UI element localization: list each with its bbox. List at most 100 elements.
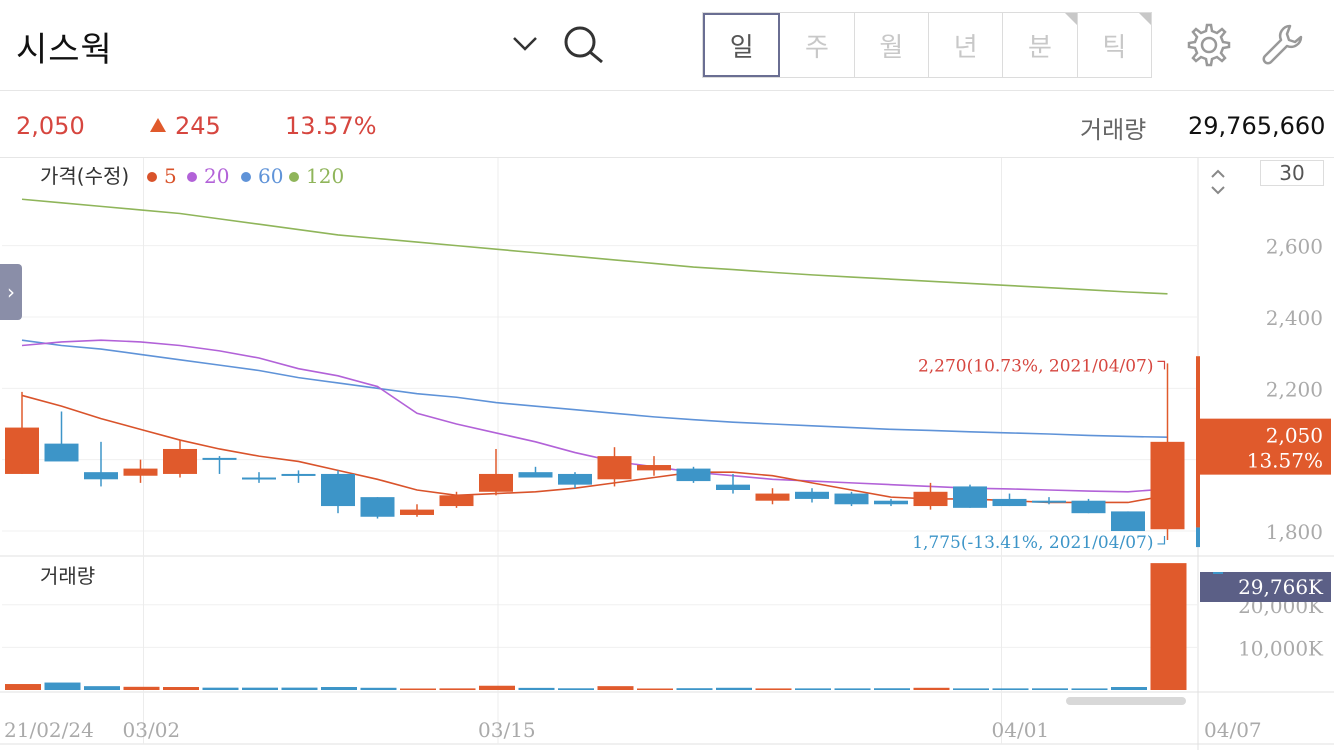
volume-bar [242, 687, 278, 690]
tab-label: 틱 [1102, 32, 1127, 63]
volume-bar [637, 688, 673, 690]
current-volume-label: 29,766K [1238, 575, 1324, 599]
x-tick-label: 04/01 [992, 718, 1050, 742]
candle [834, 491, 869, 507]
candle [1111, 511, 1145, 532]
legend-label: 120 [306, 164, 344, 188]
tab-label: 주 [805, 32, 829, 63]
corner-marker-icon [1138, 13, 1151, 25]
volume-bar [834, 688, 871, 690]
candle-body [913, 491, 948, 507]
tab-year[interactable]: 년 [929, 13, 1004, 77]
candle-body [321, 473, 355, 507]
search-icon[interactable] [560, 22, 606, 68]
volume-bar [1150, 563, 1187, 690]
candle [992, 493, 1027, 507]
tab-week[interactable]: 주 [780, 13, 855, 77]
legend-dot [187, 172, 197, 182]
volume-panel-label: 거래량 [40, 564, 95, 588]
volume-bar [716, 687, 752, 690]
divider [0, 157, 1334, 158]
volume-bar [439, 688, 476, 690]
candle [242, 472, 276, 483]
candle [874, 498, 908, 507]
tab-month[interactable]: 월 [855, 13, 929, 77]
volume-bar [479, 685, 515, 690]
candle-body [439, 495, 474, 507]
gear-icon[interactable] [1186, 22, 1232, 68]
volume-bar [400, 688, 436, 690]
candle [5, 391, 39, 474]
current-price-label: 2,050 [1266, 424, 1323, 448]
wrench-icon[interactable] [1260, 22, 1306, 68]
candle [202, 456, 237, 474]
candle [1071, 498, 1106, 514]
tab-label: 월 [879, 32, 904, 63]
candle-body [558, 473, 592, 485]
volume-bar [913, 687, 950, 690]
y-tick-label: 1,800 [1266, 520, 1323, 544]
candle-body [874, 500, 908, 505]
volume-bar [163, 687, 199, 690]
candle-body [795, 491, 829, 499]
chevron-right-icon: › [7, 280, 15, 304]
price-legend: 가격(수정) [40, 164, 129, 188]
candle-body [123, 468, 158, 476]
volume-bar [360, 687, 397, 690]
volume-bar [953, 688, 989, 690]
volume-bar [755, 688, 792, 690]
volume-bar [676, 688, 713, 690]
tab-day[interactable]: 일 [703, 13, 781, 77]
candle-body [518, 472, 553, 478]
x-tick-label: 03/15 [478, 718, 536, 742]
candle [479, 448, 513, 496]
candle-body [597, 456, 632, 480]
tab-tick[interactable]: 틱 [1078, 13, 1151, 77]
candle [558, 472, 592, 489]
current-price: 2,050 [16, 112, 85, 140]
candle [755, 488, 790, 505]
candle [518, 466, 553, 478]
side-panel-toggle[interactable]: › [0, 264, 22, 320]
volume-label: 거래량 [1080, 116, 1147, 144]
candle-body [1111, 511, 1145, 532]
tab-label: 분 [1028, 32, 1052, 63]
volume-tick-label: 10,000K [1238, 636, 1324, 660]
axis-range-bar-up [1196, 356, 1200, 528]
candle-count-box[interactable]: 30 [1260, 160, 1324, 186]
price-chart[interactable]: 2,6002,4002,2001,80020,000K10,000K21/02/… [0, 158, 1334, 750]
volume-bar [123, 686, 160, 690]
candle-body [992, 498, 1027, 507]
candle [676, 466, 711, 483]
tab-minute[interactable]: 분 [1003, 13, 1078, 77]
candle [84, 441, 118, 487]
candle-body [637, 465, 671, 471]
candle [400, 504, 434, 517]
high-arrow-icon [1157, 360, 1166, 370]
y-tick-label: 2,400 [1266, 306, 1323, 330]
ma60-line [21, 339, 1168, 438]
candle [163, 440, 197, 478]
volume-bar [992, 688, 1029, 690]
candle-body [84, 472, 118, 480]
candle [1150, 363, 1185, 540]
candle-body [716, 484, 750, 490]
current-rate-label: 13.57% [1247, 449, 1323, 473]
volume-bar [795, 688, 831, 690]
candle [321, 470, 355, 514]
ma120-line [21, 198, 1168, 295]
expand-collapse-icon[interactable] [1206, 168, 1230, 196]
legend-label: 60 [258, 164, 283, 188]
y-tick-label: 2,600 [1266, 235, 1323, 259]
stock-title[interactable]: 시스웍 [16, 30, 113, 70]
candle [281, 470, 316, 483]
chevron-down-icon[interactable] [508, 26, 542, 60]
corner-marker-icon [1064, 13, 1077, 25]
y-tick-label: 2,200 [1266, 377, 1323, 401]
low-arrow-icon [1157, 535, 1166, 545]
price-change: 245 [175, 112, 221, 140]
candle-body [1071, 500, 1106, 514]
volume-bar [1032, 688, 1068, 690]
candle-body [242, 477, 276, 480]
current-price-badge [1200, 418, 1331, 475]
